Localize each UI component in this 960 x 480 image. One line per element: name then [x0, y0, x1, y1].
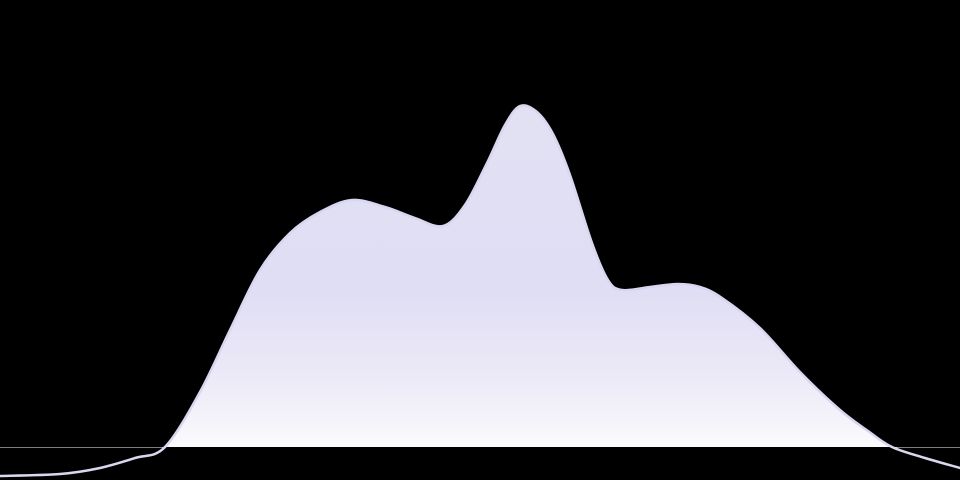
curve-line	[0, 104, 960, 478]
area-fill	[0, 105, 960, 448]
